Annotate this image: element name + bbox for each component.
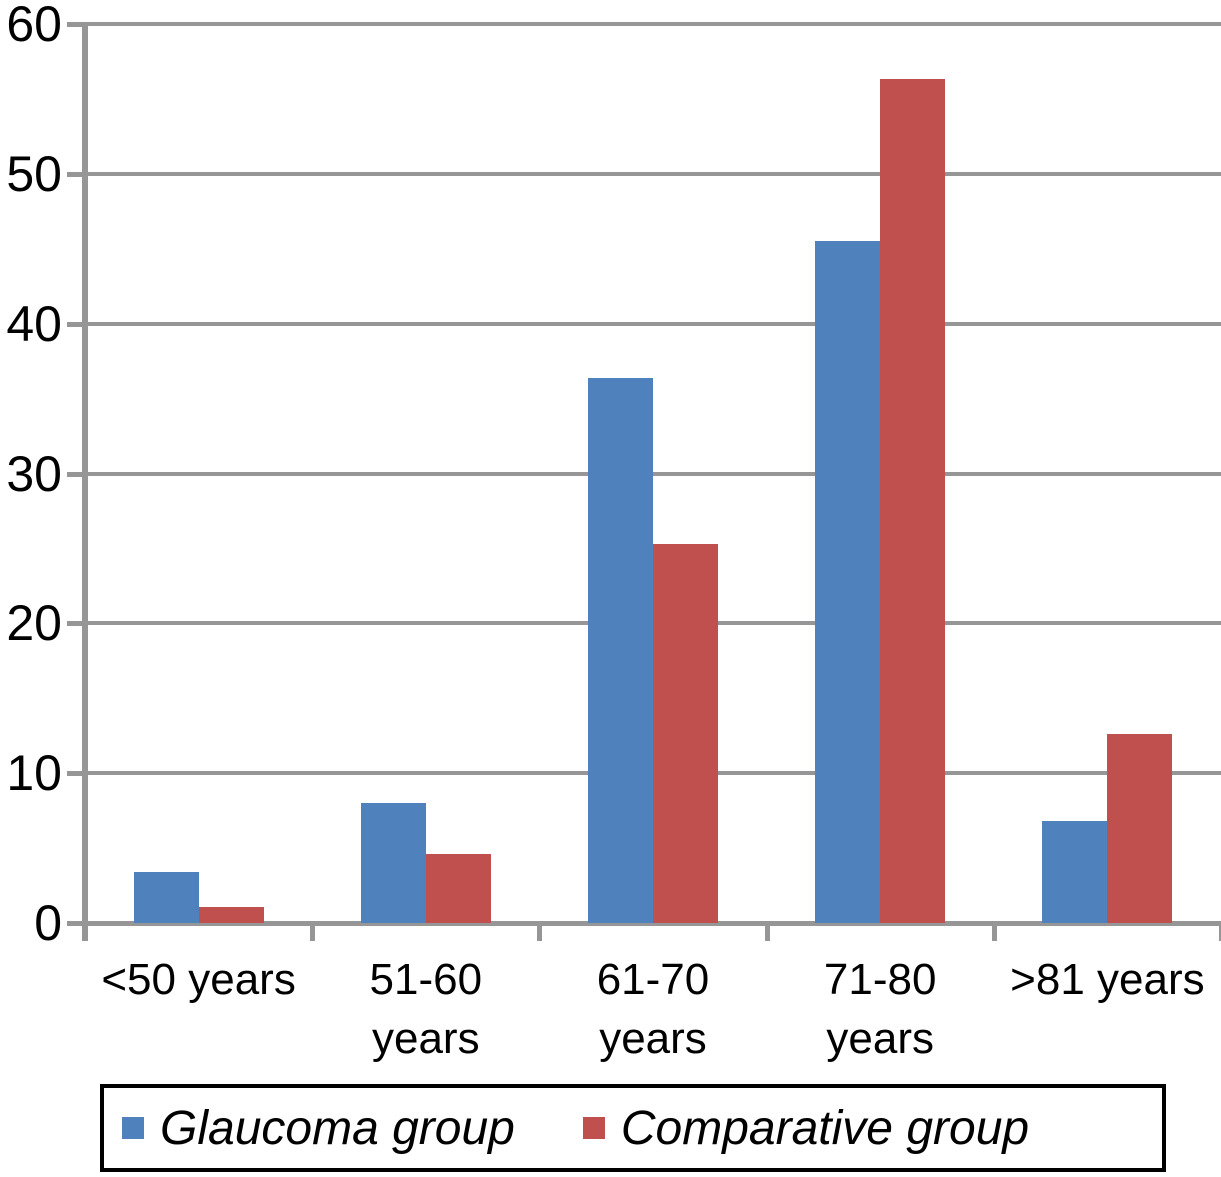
gridline-y-40 [85,321,1221,326]
y-tick-label-30: 30 [6,445,62,502]
bar-glaucoma-group-81-years [1042,821,1108,923]
gridline-y-60 [85,22,1221,26]
y-tick-label-0: 0 [34,895,62,951]
legend-label-comparative-group: Comparative group [620,1101,1030,1155]
bar-comparative-group-61-70-years [653,543,718,923]
legend-marker-glaucoma-icon [122,1117,144,1139]
x-axis-tick-5 [1219,923,1221,941]
y-axis-tick-40 [67,321,86,327]
bar-comparative-group-50-years [198,906,264,923]
legend-label-glaucoma-group: Glaucoma group [160,1101,515,1155]
y-tick-label-10: 10 [6,745,62,802]
x-category-label-81-years: >81 years [1010,955,1205,1004]
x-category-label-51-60-years: 51-60 years [369,955,483,1064]
legend-entry-comparative-group: Comparative group [582,1101,1030,1156]
bar-glaucoma-group-61-70-years [588,377,653,923]
gridline-y-30 [85,471,1221,476]
y-tick-label-50: 50 [6,145,62,202]
y-tick-label-60: 60 [6,0,62,52]
legend-entry-glaucoma-group: Glaucoma group [122,1101,515,1156]
legend-marker-comparative-icon [582,1117,605,1139]
gridline-y-50 [85,171,1221,176]
y-tick-label-20: 20 [6,595,62,652]
x-axis-tick-1 [310,923,316,941]
y-axis-tick-10 [67,771,86,777]
x-axis [67,921,1221,926]
bar-comparative-group-51-60-years [425,854,491,923]
bar-glaucoma-group-71-80-years [815,241,881,923]
y-axis-tick-30 [67,471,86,477]
bar-glaucoma-group-51-60-years [360,803,426,923]
x-category-label-50-years: <50 years [101,955,296,1004]
bar-comparative-group-81-years [1107,734,1173,923]
y-axis-tick-60 [67,22,86,27]
x-category-label-61-70-years: 61-70 years [596,955,710,1064]
x-axis-tick-0 [83,923,88,941]
legend-box: Glaucoma group Comparative group [100,1084,1166,1172]
x-axis-tick-2 [537,923,543,941]
x-axis-tick-4 [991,923,997,941]
y-axis [82,24,88,941]
x-category-label-71-80-years: 71-80 years [823,955,937,1064]
y-tick-label-40: 40 [6,295,62,352]
y-axis-tick-20 [67,621,86,627]
bar-glaucoma-group-50-years [133,872,199,923]
y-axis-tick-50 [67,171,86,177]
x-axis-tick-3 [764,923,770,941]
bar-comparative-group-71-80-years [880,79,946,923]
